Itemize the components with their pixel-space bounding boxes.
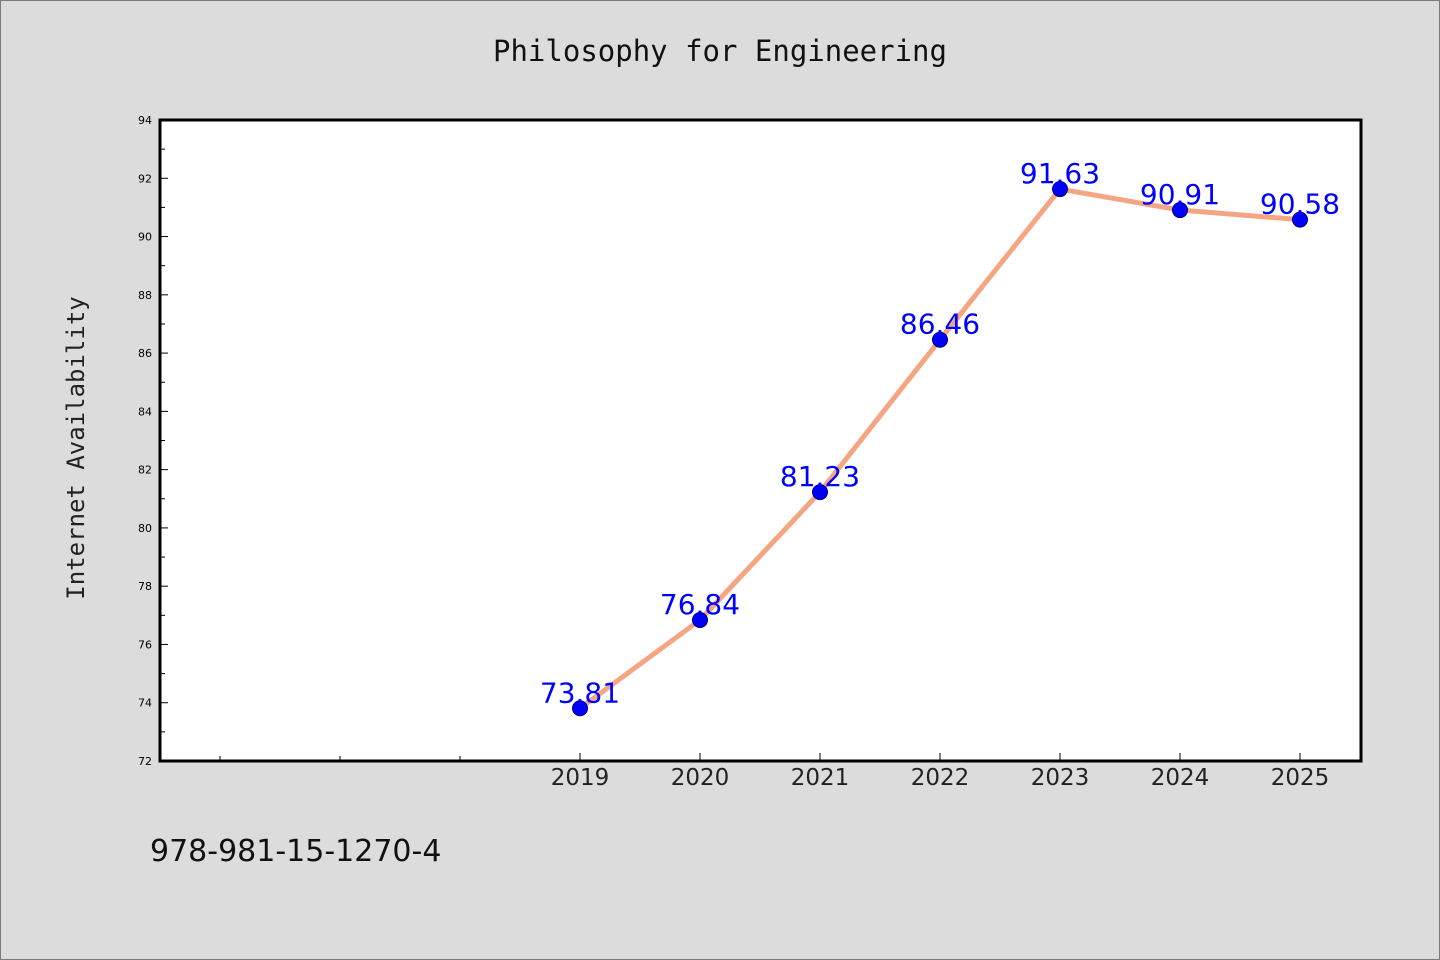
- data-point: [812, 484, 828, 501]
- y-tick-label: 92: [138, 172, 152, 185]
- x-axis-ticks: 2019 2020 2021 2022 2023 2024 2025: [219, 753, 1330, 791]
- data-label: 76.84: [660, 588, 740, 621]
- data-label: 90.91: [1140, 178, 1220, 211]
- chart-title: Philosophy for Engineering: [493, 34, 947, 68]
- data-point: [1172, 202, 1188, 219]
- data-label: 90.58: [1260, 188, 1340, 221]
- y-tick-label: 78: [138, 580, 152, 593]
- x-tick-label: 2025: [1271, 765, 1330, 791]
- y-tick-label: 86: [138, 347, 152, 360]
- data-point: [1292, 211, 1308, 228]
- y-axis-ticks: 72 74 76 78 80 82 84 86 88 90 92 94: [138, 114, 168, 768]
- isbn-label: 978-981-15-1270-4: [150, 834, 442, 869]
- plot-border: [158, 118, 1363, 763]
- data-label: 86.46: [900, 308, 980, 341]
- x-tick-label: 2019: [551, 765, 610, 791]
- data-point: [932, 331, 948, 348]
- y-tick-label: 80: [138, 522, 152, 535]
- plot-area: [160, 120, 1361, 761]
- y-tick-label: 84: [138, 405, 152, 418]
- series-layer: 73.81 76.84 81.23 86.46 91.63 90.91 90.58: [540, 157, 1340, 717]
- y-tick-label: 72: [138, 755, 152, 768]
- data-label: 81.23: [780, 460, 860, 493]
- x-tick-label: 2022: [911, 765, 970, 791]
- data-point: [692, 611, 708, 628]
- y-tick-label: 94: [138, 114, 152, 127]
- data-label: 73.81: [540, 676, 620, 709]
- x-tick-label: 2021: [791, 765, 850, 791]
- y-tick-label: 88: [138, 289, 152, 302]
- data-point: [1052, 181, 1068, 198]
- y-tick-label: 74: [138, 697, 152, 710]
- data-point: [572, 700, 588, 717]
- x-tick-label: 2024: [1151, 765, 1210, 791]
- y-tick-label: 90: [138, 231, 152, 244]
- x-tick-label: 2020: [671, 765, 730, 791]
- y-tick-label: 82: [138, 464, 152, 477]
- y-tick-label: 76: [138, 638, 152, 651]
- x-tick-label: 2023: [1031, 765, 1090, 791]
- data-label: 91.63: [1020, 157, 1100, 190]
